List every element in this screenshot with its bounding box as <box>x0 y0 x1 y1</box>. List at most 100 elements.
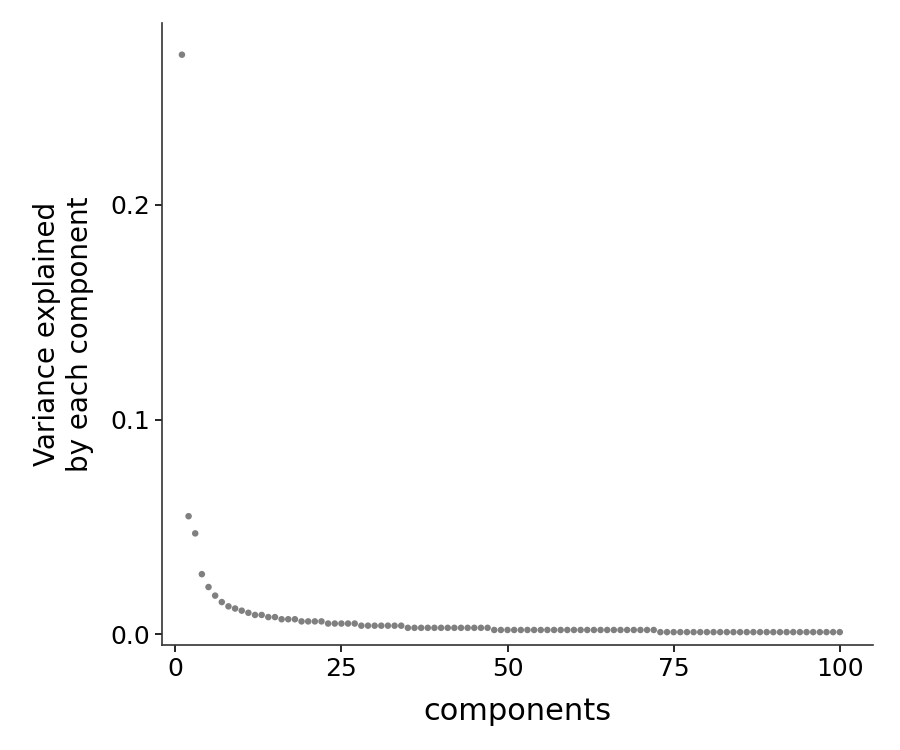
Point <box>593 624 608 636</box>
Point <box>526 624 541 636</box>
Point <box>640 624 654 636</box>
Point <box>752 626 767 638</box>
Point <box>567 624 581 636</box>
Point <box>274 614 289 626</box>
Point <box>473 622 488 634</box>
Point <box>600 624 615 636</box>
Point <box>507 624 521 636</box>
Point <box>699 626 714 638</box>
Point <box>387 620 401 632</box>
Point <box>720 626 734 638</box>
Point <box>534 624 548 636</box>
Point <box>394 620 409 632</box>
Point <box>434 622 448 634</box>
Point <box>347 617 362 629</box>
Point <box>687 626 701 638</box>
Point <box>760 626 774 638</box>
Point <box>540 624 554 636</box>
Point <box>520 624 535 636</box>
Point <box>693 626 707 638</box>
Point <box>660 626 674 638</box>
Point <box>400 622 415 634</box>
Point <box>667 626 681 638</box>
Point <box>314 616 328 628</box>
Point <box>813 626 827 638</box>
Point <box>514 624 528 636</box>
Point <box>414 622 428 634</box>
Point <box>175 49 189 61</box>
Point <box>408 622 422 634</box>
Point <box>268 611 283 623</box>
X-axis label: components: components <box>423 698 612 727</box>
Point <box>554 624 568 636</box>
Point <box>321 617 336 629</box>
Point <box>746 626 760 638</box>
Point <box>494 624 508 636</box>
Point <box>500 624 515 636</box>
Point <box>547 624 562 636</box>
Point <box>255 609 269 621</box>
Point <box>208 590 222 602</box>
Point <box>740 626 754 638</box>
Point <box>221 600 236 612</box>
Point <box>454 622 468 634</box>
Point <box>461 622 475 634</box>
Point <box>301 616 315 628</box>
Point <box>620 624 634 636</box>
Point <box>381 620 395 632</box>
Point <box>182 510 196 522</box>
Point <box>613 624 627 636</box>
Point <box>806 626 821 638</box>
Point <box>826 626 841 638</box>
Point <box>248 609 262 621</box>
Point <box>354 620 368 632</box>
Point <box>766 626 780 638</box>
Point <box>680 626 694 638</box>
Point <box>713 626 727 638</box>
Point <box>786 626 800 638</box>
Point <box>799 626 814 638</box>
Point <box>607 624 621 636</box>
Point <box>467 622 482 634</box>
Point <box>328 617 342 629</box>
Point <box>587 624 601 636</box>
Y-axis label: Variance explained
by each component: Variance explained by each component <box>33 196 94 472</box>
Point <box>560 624 574 636</box>
Point <box>793 626 807 638</box>
Point <box>188 527 202 539</box>
Point <box>214 596 229 608</box>
Point <box>580 624 595 636</box>
Point <box>819 626 833 638</box>
Point <box>653 626 668 638</box>
Point <box>626 624 641 636</box>
Point <box>832 626 847 638</box>
Point <box>294 616 309 628</box>
Point <box>241 607 256 619</box>
Point <box>308 616 322 628</box>
Point <box>487 624 501 636</box>
Point <box>374 620 389 632</box>
Point <box>706 626 721 638</box>
Point <box>726 626 741 638</box>
Point <box>261 611 275 623</box>
Point <box>733 626 747 638</box>
Point <box>634 624 648 636</box>
Point <box>194 568 209 580</box>
Point <box>440 622 454 634</box>
Point <box>673 626 688 638</box>
Point <box>288 614 302 626</box>
Point <box>367 620 382 632</box>
Point <box>481 622 495 634</box>
Point <box>334 617 348 629</box>
Point <box>420 622 435 634</box>
Point <box>235 604 249 616</box>
Point <box>428 622 442 634</box>
Point <box>447 622 462 634</box>
Point <box>361 620 375 632</box>
Point <box>646 624 661 636</box>
Point <box>573 624 588 636</box>
Point <box>779 626 794 638</box>
Point <box>341 617 356 629</box>
Point <box>202 581 216 593</box>
Point <box>281 614 295 626</box>
